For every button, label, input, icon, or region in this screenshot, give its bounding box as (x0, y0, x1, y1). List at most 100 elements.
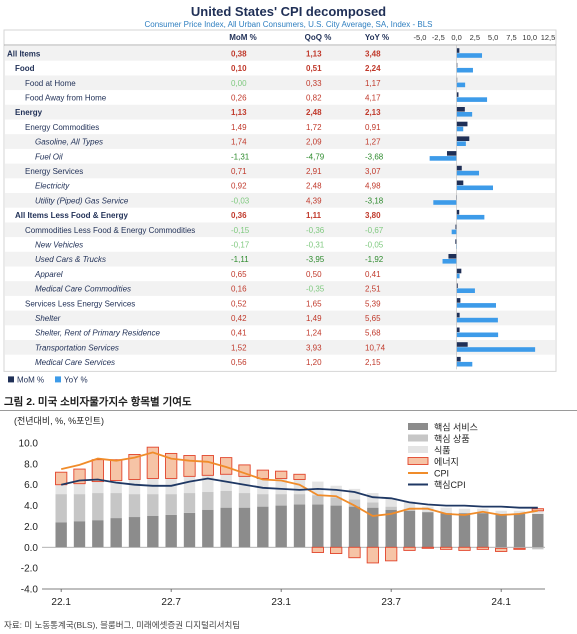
bar-core-goods (458, 512, 471, 514)
bar-energy (128, 454, 141, 480)
bar-energy (385, 546, 398, 562)
yoy-value: 3,48 (365, 49, 381, 58)
bar-food (348, 488, 361, 500)
bar-core-services (385, 509, 397, 548)
bar-energy (421, 546, 434, 549)
yoy-value: -0,05 (365, 240, 384, 249)
bar-core-services (220, 507, 232, 548)
row-label: Utility (Piped) Gas Service (35, 196, 129, 205)
bar-core-goods (183, 493, 196, 513)
yoy-bar (456, 170, 480, 176)
mom-bar (456, 356, 461, 362)
bar-core-services (293, 504, 306, 548)
bar-core-goods (513, 547, 526, 549)
row-band (5, 281, 555, 296)
mom-bar (456, 136, 470, 141)
bar-core-goods (495, 547, 507, 549)
qoq-value: -0,31 (306, 240, 325, 249)
bar-food (495, 510, 507, 514)
mom-value: 1,49 (231, 123, 247, 132)
mom-bar (455, 239, 457, 244)
mom-bar (456, 107, 465, 112)
mom-bar (456, 283, 458, 288)
bar-energy (293, 473, 306, 480)
row-label: Commodities Less Food & Energy Commoditi… (25, 226, 195, 235)
bar-energy (165, 452, 178, 479)
yoy-value: 2,13 (365, 108, 381, 117)
x-tick-label: 24.1 (491, 597, 511, 608)
bar-core-services (128, 517, 141, 548)
row-band (5, 310, 555, 326)
mom-value: 0,92 (231, 182, 247, 191)
bar-energy (55, 471, 68, 486)
mom-bar (448, 254, 457, 259)
mom-bar (456, 48, 460, 53)
bar-core-services (348, 506, 361, 548)
legend-mom-label: MoM % (17, 375, 44, 384)
bar-core-goods (293, 494, 306, 505)
row-label: Shelter, Rent of Primary Residence (35, 329, 160, 338)
bar-core-services (147, 516, 159, 548)
bar-axis-tick: 2,5 (470, 33, 480, 42)
y-tick-label: 0.0 (24, 543, 38, 554)
bar-core-goods (55, 494, 67, 523)
bar-core-goods (257, 494, 269, 507)
y-tick-label: -4.0 (21, 585, 39, 596)
bar-energy (403, 546, 416, 551)
bar-core-services (477, 512, 489, 548)
mom-value: 0,41 (231, 329, 247, 338)
table-frame (3, 29, 557, 372)
row-band (5, 251, 555, 267)
mom-value: 0,16 (231, 285, 247, 294)
bar-energy (91, 459, 104, 483)
qoq-value: 0,51 (306, 64, 322, 73)
qoq-value: -4,79 (306, 152, 325, 161)
bar-core-services (440, 512, 452, 548)
bar-axis-tick: 12,5 (541, 33, 556, 42)
qoq-value: 1,13 (306, 49, 322, 58)
bar-axis-tick: 0,0 (451, 33, 461, 42)
bar-core-services (495, 513, 507, 548)
row-label: Medical Care Services (35, 358, 115, 367)
yoy-bar (456, 97, 488, 102)
yoy-value: 2,15 (365, 358, 381, 367)
bar-core-goods (238, 493, 251, 508)
row-label: Food Away from Home (25, 93, 107, 102)
bar-core-goods (348, 499, 361, 507)
core-cpi-line (60, 477, 538, 509)
bar-core-goods (110, 493, 122, 519)
yoy-value: -0,67 (365, 226, 384, 235)
bar-core-goods (403, 508, 416, 511)
bar-energy (73, 468, 86, 485)
cpi-table: MoM % QoQ % YoY % -5,0 -2,5 0,0 2,5 5,0 7,5 10,0 1… (3, 29, 557, 384)
table-subtitle: Consumer Price Index, All Urban Consumer… (144, 20, 433, 29)
row-label: Services Less Energy Services (25, 299, 135, 308)
qoq-value: 3,93 (306, 343, 322, 352)
mom-bar (456, 327, 460, 333)
bar-food (92, 481, 104, 494)
bar-energy (458, 546, 471, 551)
bar-food (403, 501, 416, 509)
bar-energy (440, 546, 453, 550)
yoy-value: 0,41 (365, 270, 381, 279)
yoy-bar (456, 317, 498, 323)
source-note: 자료: 미 노동통계국(BLS), 블룸버그, 미래에셋증권 디지털리서치팀 (4, 620, 241, 630)
bar-energy (110, 459, 123, 481)
mom-bar (456, 165, 462, 171)
bar-food (330, 485, 342, 498)
bar-axis-tick: -5,0 (414, 33, 427, 42)
mom-value: 1,13 (231, 108, 247, 117)
yoy-value: -3,68 (365, 152, 384, 161)
legend-yoy-label: YoY % (64, 375, 88, 384)
yoy-value: 5,39 (365, 299, 381, 308)
mom-value: -0,17 (231, 240, 250, 249)
bar-energy (256, 469, 269, 479)
bar-core-goods (73, 494, 86, 522)
bar-food (73, 483, 86, 495)
bar-food (55, 484, 67, 495)
yoy-bar (456, 82, 466, 88)
bar-food (183, 476, 196, 494)
bar-axis-tick: -2,5 (432, 33, 445, 42)
bar-core-goods (202, 492, 214, 510)
legend-mom-swatch (8, 376, 14, 383)
